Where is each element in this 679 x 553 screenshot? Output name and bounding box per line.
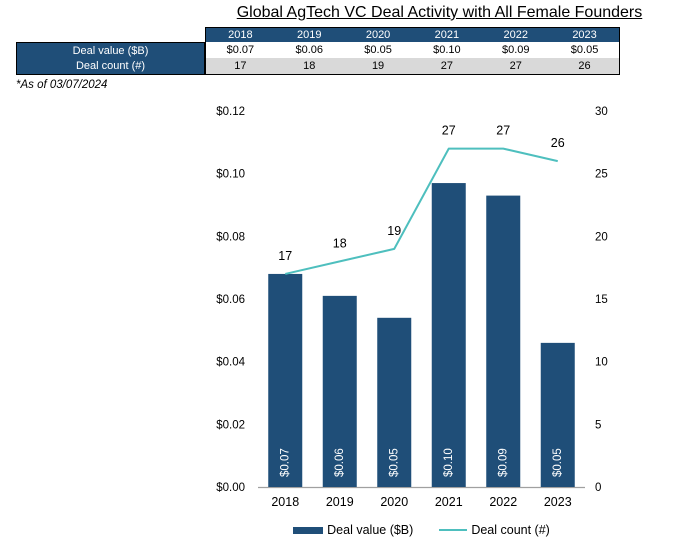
table-value-cell: 27 [509, 60, 522, 72]
table-row-label: Deal count (#) [75, 60, 146, 73]
x-axis-category-label: 2018 [271, 495, 299, 509]
table-row: $0.07 $0.06 $0.05 $0.10 $0.09 $0.05 [206, 42, 619, 58]
deal-count-line [285, 147, 558, 275]
deal-value-bar [268, 273, 303, 487]
bar-value-label: $0.05 [388, 448, 400, 477]
left-axis-tick-label: $0.02 [216, 419, 245, 431]
legend-item-deal-count: Deal count (#) [439, 523, 550, 537]
right-axis-tick-label: 5 [595, 419, 601, 431]
bar-value-label: $0.07 [279, 448, 291, 477]
deal-count-data-label: 18 [333, 236, 347, 250]
table-value-cell: $0.09 [501, 44, 530, 56]
deal-count-data-label: 17 [278, 249, 292, 263]
deal-count-data-label: 27 [496, 124, 510, 138]
table-value-cell: $0.07 [226, 44, 255, 56]
table-value-cell: 19 [371, 60, 385, 72]
deal-value-bar [431, 183, 466, 488]
legend-item-deal-value: Deal value ($B) [293, 523, 413, 537]
table-year-header-cell: 2022 [503, 29, 528, 41]
x-axis-category-label: 2023 [544, 495, 572, 509]
line-swatch-icon [439, 528, 468, 532]
table-value-cell: 17 [234, 60, 247, 72]
table-year-header-cell: 2018 [228, 29, 253, 41]
deal-value-bar [486, 195, 521, 487]
x-axis-category-label: 2022 [489, 495, 517, 509]
left-axis-tick-label: $0.10 [216, 169, 245, 181]
deal-value-bar [540, 342, 575, 487]
bar-value-label: $0.06 [334, 448, 346, 477]
left-axis-tick-label: $0.08 [216, 231, 245, 243]
table-value-cell: $0.06 [295, 44, 323, 56]
chart-title: Global AgTech VC Deal Activity with All … [236, 4, 643, 21]
table-year-header-cell: 2020 [365, 29, 391, 41]
deal-count-data-label: 26 [551, 136, 565, 150]
right-axis-tick-label: 15 [595, 294, 608, 306]
table-row-labels: Deal value ($B) Deal count (#) [16, 42, 205, 75]
table-year-header-cell: 2023 [572, 29, 597, 41]
table-value-cell: $0.10 [433, 44, 461, 56]
right-axis-tick-label: 10 [595, 357, 608, 369]
table-year-header-cell: 2019 [297, 29, 322, 41]
combo-chart: $0.00 $0.02 $0.04 $0.06 $0.08 $0.10 $0.12 0 5 10 1… [216, 106, 608, 509]
legend-label: Deal count (#) [471, 523, 550, 537]
bar-value-label: $0.09 [497, 448, 509, 477]
left-axis-tick-label: $0.00 [216, 482, 245, 494]
deal-value-bar [322, 295, 357, 487]
deal-count-data-label: 27 [442, 124, 456, 138]
right-axis-tick-label: 30 [595, 106, 608, 118]
bar-swatch-icon [293, 526, 324, 534]
table-value-cell: $0.05 [364, 44, 392, 56]
table-row: 17 18 19 27 27 26 [206, 58, 619, 74]
bar-value-label: $0.10 [443, 448, 455, 477]
x-axis-category-label: 2021 [435, 495, 463, 509]
table-year-header-cell: 2021 [434, 29, 460, 41]
x-axis-category-label: 2019 [326, 495, 354, 509]
left-axis-tick-label: $0.04 [216, 357, 245, 369]
table-value-cell: 27 [440, 60, 454, 72]
table-value-cell: 26 [578, 60, 591, 72]
chart-legend: Deal value ($B) Deal count (#) [258, 521, 585, 539]
deal-count-data-label: 19 [387, 224, 401, 238]
left-axis-tick-label: $0.12 [216, 106, 245, 118]
table-year-header-row: 2018 2019 2020 2021 2022 2023 [205, 27, 620, 43]
right-axis-tick-label: 25 [595, 169, 608, 181]
deal-value-bar [377, 317, 412, 487]
right-axis-tick-label: 0 [595, 482, 601, 494]
table-row-label: Deal value ($B) [72, 44, 149, 57]
legend-label: Deal value ($B) [327, 523, 414, 537]
bar-value-label: $0.05 [552, 448, 564, 477]
left-axis-tick-label: $0.06 [216, 294, 245, 306]
table-value-cell: $0.05 [570, 44, 599, 56]
table-values: $0.07 $0.06 $0.05 $0.10 $0.09 $0.05 17 18 19 27 27… [205, 42, 620, 75]
table-value-cell: 18 [303, 60, 316, 72]
right-axis-tick-label: 20 [595, 231, 608, 243]
x-axis-category-label: 2020 [380, 495, 408, 509]
footnote: *As of 03/07/2024 [16, 79, 108, 91]
